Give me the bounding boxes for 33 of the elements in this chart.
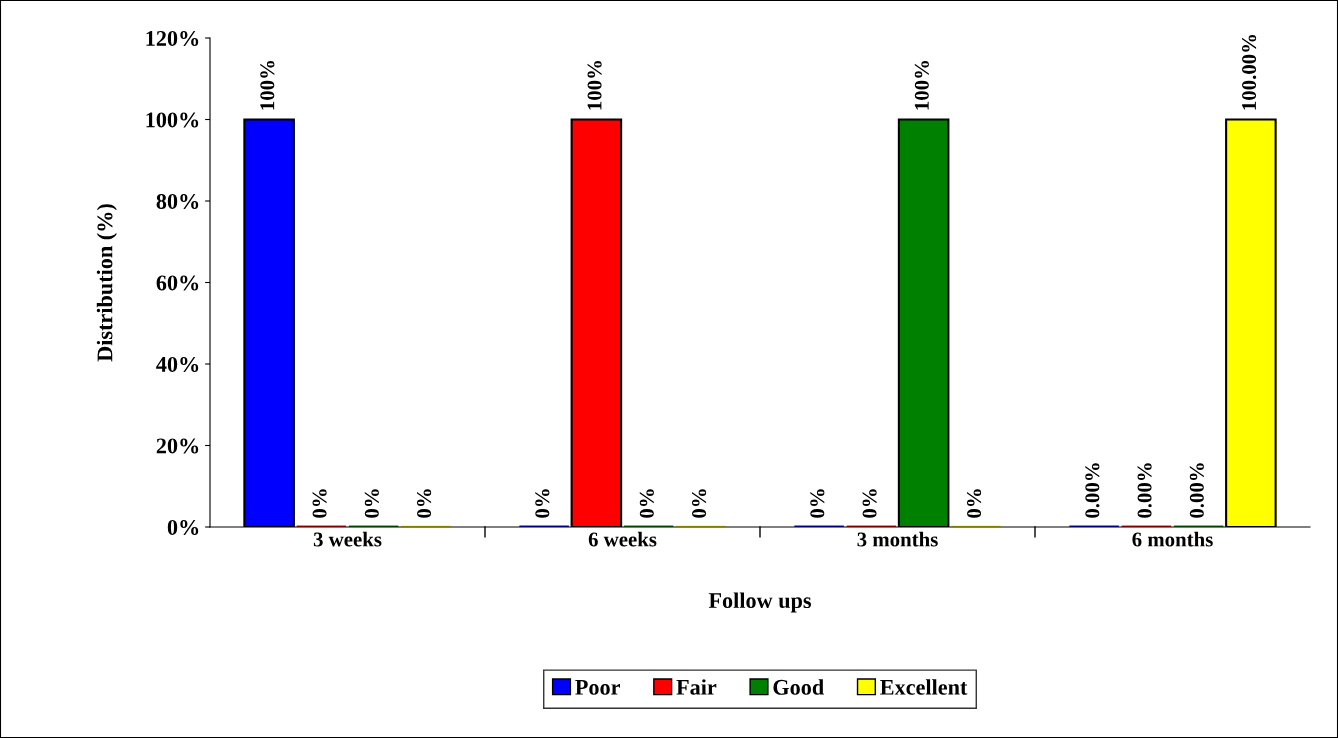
data-label: 0% bbox=[364, 489, 379, 518]
data-label: 0% bbox=[535, 489, 550, 518]
legend-label: Fair bbox=[676, 679, 717, 695]
x-tick-label: 3 weeks bbox=[313, 531, 382, 547]
legend-label: Good bbox=[773, 679, 824, 695]
y-tick-label: 40% bbox=[156, 356, 199, 372]
data-label: 0.00% bbox=[1189, 463, 1204, 518]
y-tick-label: 120% bbox=[146, 30, 199, 46]
data-label: 100.00% bbox=[1242, 34, 1257, 110]
legend-label: Excellent bbox=[880, 679, 968, 695]
data-label: 0% bbox=[810, 489, 825, 518]
y-tick-label: 100% bbox=[146, 112, 199, 128]
data-label: 100% bbox=[914, 61, 929, 110]
x-tick-label: 6 months bbox=[1132, 531, 1213, 547]
data-label: 0% bbox=[312, 489, 327, 518]
data-label: 0% bbox=[967, 489, 982, 518]
data-label: 0% bbox=[417, 489, 432, 518]
data-label: 0.00% bbox=[1137, 463, 1152, 518]
data-label: 100% bbox=[587, 61, 602, 110]
y-tick-label: 60% bbox=[156, 275, 199, 291]
x-tick-label: 3 months bbox=[857, 531, 938, 547]
data-label: 0% bbox=[862, 489, 877, 518]
y-tick-label: 80% bbox=[156, 193, 199, 209]
legend-label: Poor bbox=[575, 680, 621, 695]
x-axis-title: Follow ups bbox=[708, 592, 812, 613]
y-tick-label: 0% bbox=[167, 519, 199, 535]
data-label: 100% bbox=[260, 61, 275, 110]
y-axis-title: Distribution (%) bbox=[96, 204, 117, 362]
y-tick-label: 20% bbox=[156, 438, 199, 454]
x-tick-label: 6 weeks bbox=[588, 531, 657, 547]
data-label: 0% bbox=[692, 489, 707, 518]
data-label: 0% bbox=[639, 489, 654, 518]
data-label: 0.00% bbox=[1085, 463, 1100, 518]
